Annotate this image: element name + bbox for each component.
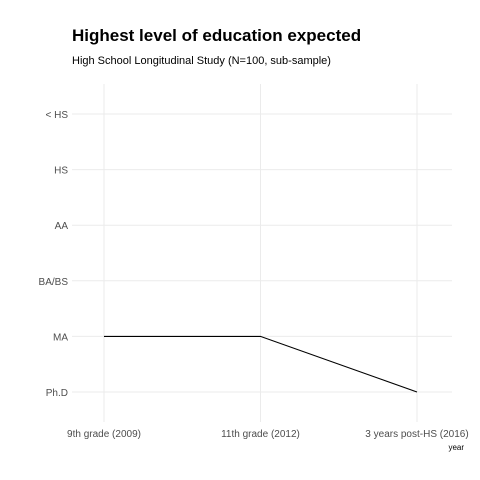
- gridlines: [72, 84, 452, 422]
- x-tick-label: 3 years post-HS (2016): [365, 429, 468, 440]
- y-tick-label: MA: [53, 332, 68, 343]
- x-axis-label: year: [448, 443, 464, 452]
- y-tick-label: Ph.D: [46, 388, 68, 399]
- x-tick-label: 11th grade (2012): [221, 429, 300, 440]
- y-tick-label: HS: [54, 166, 68, 177]
- x-axis-ticks: 9th grade (2009) 11th grade (2012) 3 years…: [67, 429, 469, 440]
- series-lines: [104, 335, 418, 393]
- chart-subtitle: High School Longitudinal Study (N=100, s…: [72, 55, 331, 67]
- y-tick-label: < HS: [45, 110, 68, 121]
- y-tick-label: AA: [55, 221, 69, 232]
- x-tick-label: 9th grade (2009): [67, 429, 141, 440]
- y-tick-label: BA/BS: [39, 277, 69, 288]
- series-line: [104, 335, 418, 393]
- y-axis-ticks: < HS HS AA BA/BS MA Ph.D: [39, 110, 69, 399]
- chart-title: Highest level of education expected: [72, 26, 362, 45]
